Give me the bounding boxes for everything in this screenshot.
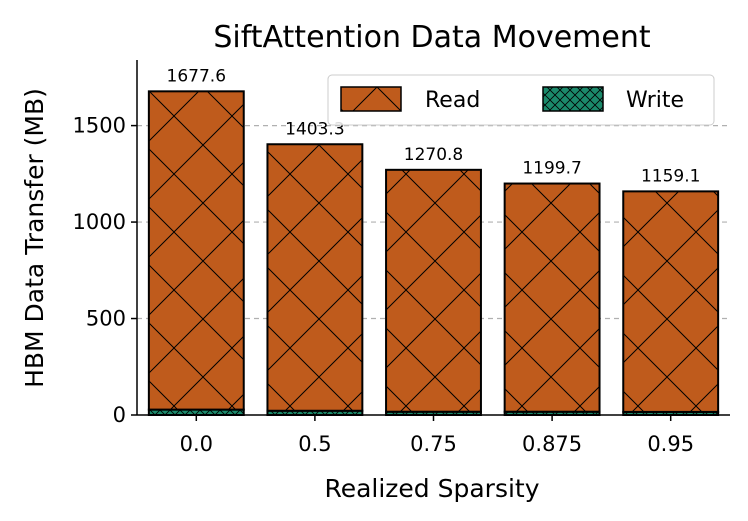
bar-read	[385, 168, 482, 413]
y-tick-label: 1000	[73, 210, 126, 234]
legend-swatch-write	[542, 86, 604, 112]
x-tick-label: 0.5	[298, 432, 331, 456]
y-tick-label: 1500	[73, 114, 126, 138]
bar-total-label: 1159.1	[641, 166, 700, 186]
y-axis-label: HBM Data Transfer (MB)	[20, 88, 49, 388]
legend: Read Write	[327, 74, 715, 126]
bar-read	[266, 143, 364, 412]
x-tick-label: 0.95	[647, 432, 694, 456]
x-tick-label: 0.875	[522, 432, 582, 456]
y-tick-label: 0	[113, 403, 126, 427]
legend-box	[327, 74, 715, 126]
bar-total-label: 1677.6	[167, 66, 226, 86]
x-ticks: 0.0 0.5 0.75 0.875 0.95	[180, 415, 694, 456]
chart-title: SiftAttention Data Movement	[213, 20, 650, 55]
bar-read	[503, 182, 601, 413]
x-tick-label: 0.75	[410, 432, 457, 456]
bar-read	[622, 190, 720, 413]
x-axis-label: Realized Sparsity	[324, 474, 539, 503]
bar-total-label: 1199.7	[522, 159, 581, 179]
y-tick-label: 500	[86, 307, 126, 331]
legend-label-read: Read	[425, 88, 480, 113]
y-ticks: 0 500 1000 1500	[73, 114, 137, 427]
bar-read	[147, 90, 245, 411]
bar-total-label: 1270.8	[404, 145, 463, 165]
legend-label-write: Write	[626, 88, 684, 113]
legend-swatch-read	[340, 86, 402, 112]
x-tick-label: 0.0	[180, 432, 213, 456]
